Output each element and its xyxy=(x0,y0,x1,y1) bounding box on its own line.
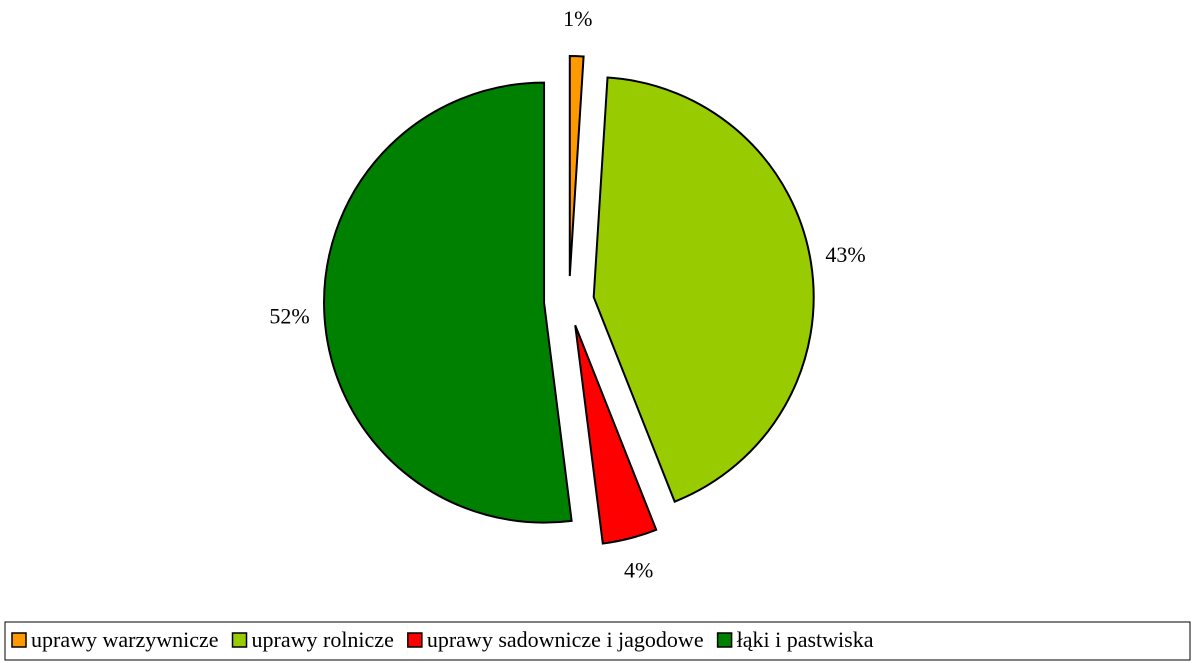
pie-slice xyxy=(323,81,573,524)
legend-box xyxy=(4,621,1191,661)
pie-slice xyxy=(574,324,658,545)
data-label: 43% xyxy=(825,242,865,267)
legend-label: uprawy sadownicze i jagodowe xyxy=(427,627,704,652)
legend-swatch xyxy=(231,632,248,648)
data-label: 52% xyxy=(269,304,309,329)
data-label: 4% xyxy=(624,557,653,582)
legend-label: uprawy rolnicze xyxy=(252,627,394,652)
pie-slice xyxy=(592,76,815,503)
data-label: 1% xyxy=(563,6,592,31)
pie-slice xyxy=(568,55,585,277)
legend-label: uprawy warzywnicze xyxy=(31,627,219,652)
legend-swatch xyxy=(716,632,733,648)
legend-label: łąki i pastwiska xyxy=(737,627,874,652)
legend-swatch xyxy=(11,632,27,648)
legend-swatch xyxy=(407,632,423,648)
